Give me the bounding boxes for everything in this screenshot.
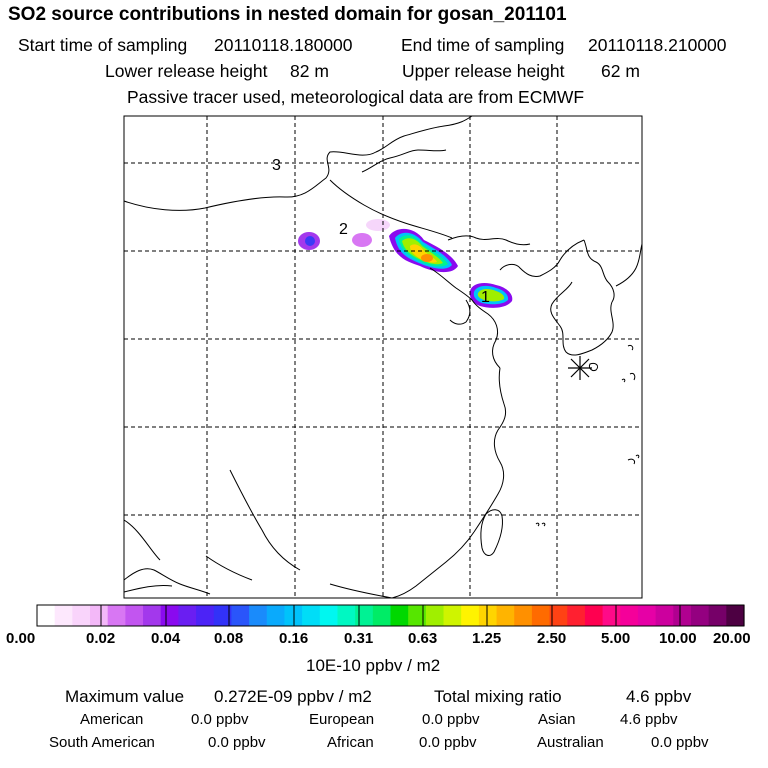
plume-layer <box>298 219 513 308</box>
region-name: European <box>309 711 375 728</box>
start-time-label: Start time of sampling <box>18 35 188 55</box>
end-time-value: 20110118.210000 <box>588 35 727 55</box>
total-mixing-value: 4.6 ppbv <box>626 687 692 706</box>
plume-east <box>469 283 513 308</box>
colorbar-segment <box>408 605 427 626</box>
colorbar-tick: 0.00 <box>6 630 36 647</box>
region-value: 0.0 ppbv <box>208 734 266 751</box>
colorbar-segment <box>160 605 180 626</box>
colorbar-segment <box>620 605 639 626</box>
plume-small-2 <box>352 233 372 247</box>
colorbar-tick: 0.08 <box>214 630 244 647</box>
colorbar-segment <box>143 605 162 626</box>
colorbar-segment <box>584 605 604 626</box>
max-value: 0.272E-09 ppbv / m2 <box>214 687 372 706</box>
colorbar-segment <box>337 605 356 626</box>
region-name: American <box>80 711 144 728</box>
colorbar-tick: 20.00 <box>713 630 751 647</box>
end-time-label: End time of sampling <box>401 35 565 55</box>
upper-release-value: 62 m <box>601 61 640 81</box>
colorbar-tick: 0.63 <box>408 630 438 647</box>
colorbar-segment <box>231 605 250 626</box>
region-value: 4.6 ppbv <box>620 711 678 728</box>
colorbar-segment <box>355 605 374 626</box>
colorbar-segment <box>107 605 126 626</box>
colorbar-tick: 0.02 <box>86 630 116 647</box>
region-name: South American <box>49 734 155 751</box>
colorbar-tick: 10.00 <box>659 630 697 647</box>
colorbar-segment <box>425 605 445 626</box>
map-frame <box>123 115 643 599</box>
colorbar-segment <box>690 605 710 626</box>
colorbar-tick: 0.04 <box>151 630 181 647</box>
colorbar-segment <box>90 605 109 626</box>
figure-title: SO2 source contributions in nested domai… <box>8 4 567 25</box>
colorbar-segment <box>673 605 692 626</box>
region-value: 0.0 ppbv <box>419 734 477 751</box>
colorbar-units: 10E-10 ppbv / m2 <box>306 656 441 675</box>
colorbar-segment <box>54 605 73 626</box>
colorbar-segment <box>655 605 674 626</box>
source-label-1: 1 <box>481 289 490 306</box>
tracer-note: Passive tracer used, meteorological data… <box>127 87 585 107</box>
plume-central <box>389 228 458 273</box>
colorbar-segment <box>461 605 480 626</box>
colorbar-segment <box>443 605 462 626</box>
colorbar-segment <box>514 605 533 626</box>
region-value: 0.0 ppbv <box>651 734 709 751</box>
upper-release-label: Upper release height <box>402 61 565 81</box>
colorbar-segment <box>302 605 321 626</box>
colorbar-segment <box>213 605 233 626</box>
plume-faint <box>366 219 390 231</box>
colorbar-segment <box>196 605 215 626</box>
lower-release-label: Lower release height <box>105 61 268 81</box>
region-name: Australian <box>537 734 604 751</box>
region-value: 0.0 ppbv <box>191 711 249 728</box>
colorbar-segment <box>72 605 91 626</box>
lower-release-value: 82 m <box>290 61 329 81</box>
colorbar <box>37 605 745 626</box>
colorbar-segment <box>496 605 515 626</box>
colorbar-tick: 1.25 <box>472 630 502 647</box>
source-label-2: 2 <box>339 221 348 238</box>
colorbar-segment <box>125 605 144 626</box>
colorbar-segment <box>478 605 498 626</box>
colorbar-segment <box>531 605 551 626</box>
region-name: African <box>327 734 374 751</box>
colorbar-segment <box>726 605 745 626</box>
colorbar-tick: 0.16 <box>279 630 309 647</box>
coastlines <box>123 115 643 599</box>
region-name: Asian <box>538 711 576 728</box>
colorbar-segment <box>249 605 268 626</box>
colorbar-segment <box>319 605 339 626</box>
colorbar-frame <box>36 604 745 627</box>
colorbar-tick: 2.50 <box>537 630 567 647</box>
colorbar-segment <box>708 605 727 626</box>
source-label-3: 3 <box>272 157 281 174</box>
start-time-value: 20110118.180000 <box>214 35 353 55</box>
colorbar-segment <box>567 605 586 626</box>
max-value-label: Maximum value <box>65 687 185 706</box>
colorbar-segment <box>266 605 286 626</box>
colorbar-segment <box>37 605 56 626</box>
colorbar-segment <box>637 605 657 626</box>
region-value: 0.0 ppbv <box>422 711 480 728</box>
colorbar-tick: 0.31 <box>344 630 374 647</box>
colorbar-dividers <box>100 605 681 626</box>
colorbar-segment <box>390 605 409 626</box>
colorbar-segment <box>178 605 197 626</box>
graticule <box>124 116 642 598</box>
colorbar-segment <box>372 605 392 626</box>
colorbar-tick: 5.00 <box>601 630 631 647</box>
receptor-star-icon <box>568 356 592 380</box>
colorbar-segment <box>602 605 621 626</box>
total-mixing-label: Total mixing ratio <box>434 687 562 706</box>
colorbar-segment <box>549 605 568 626</box>
